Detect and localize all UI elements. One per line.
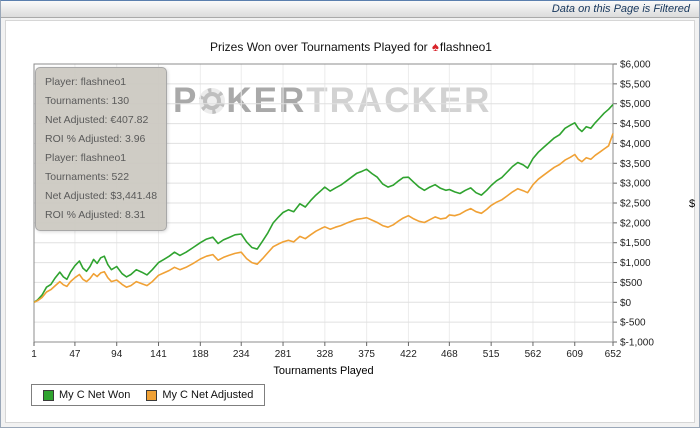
tooltip-row: Net Adjusted: $3,441.48 <box>45 190 158 202</box>
series-line-1 <box>33 133 614 304</box>
hover-tooltip: Player: flashneo1 Tournaments: 130 Net A… <box>35 67 168 231</box>
x-tick-label: 375 <box>358 349 375 360</box>
x-tick-label: 94 <box>111 349 123 360</box>
y-tick-label: $4,500 <box>620 119 651 130</box>
watermark-text-p: P <box>173 81 199 120</box>
y-tick-label: $1,000 <box>620 258 651 269</box>
plot-border <box>33 63 614 343</box>
poker-chip-center <box>207 96 218 106</box>
net-won-swatch-icon <box>43 389 54 401</box>
legend-item-net-adjusted: My C Net Adjusted <box>146 389 253 401</box>
y-tick-label: $-500 <box>620 318 646 329</box>
x-tick-label: 141 <box>150 349 167 360</box>
x-tick-label: 468 <box>441 349 458 360</box>
y-tick-label: $0 <box>620 298 632 309</box>
x-tick-label: 281 <box>275 349 292 360</box>
x-tick-label: 234 <box>233 349 250 360</box>
poker-chip-icon <box>199 88 226 114</box>
y-tick-label: $2,500 <box>620 199 651 210</box>
series-line-0 <box>33 103 614 303</box>
x-tick-label: 188 <box>192 349 209 360</box>
x-tick-label: 652 <box>605 349 622 360</box>
y-tick-label: $3,000 <box>620 179 651 190</box>
chart-title: Prizes Won over Tournaments Played for ♠… <box>1 39 699 54</box>
tooltip-row: ROI % Adjusted: 8.31 <box>45 209 146 221</box>
chart-title-player: flashneo1 <box>439 40 492 54</box>
y-tick-label: $3,500 <box>620 159 651 170</box>
legend-label-net-won: My C Net Won <box>59 389 131 401</box>
watermark-text-tracker: TRACKER <box>306 81 492 120</box>
y-tick-label: $4,000 <box>620 139 651 150</box>
tooltip-row: Tournaments: 130 <box>45 95 130 107</box>
y-tick-label: $-1,000 <box>620 338 654 349</box>
net-adjusted-swatch-icon <box>146 389 158 401</box>
tooltip-row: Net Adjusted: €407.82 <box>45 114 149 126</box>
y-tick-label: $5,000 <box>620 99 651 110</box>
filter-status-bar: Data on this Page is Filtered <box>1 1 699 18</box>
x-tick-label: 1 <box>31 349 37 360</box>
legend-item-net-won: My C Net Won <box>43 389 130 401</box>
x-tick-label: 515 <box>483 349 500 360</box>
legend: My C Net Won My C Net Adjusted <box>31 384 266 406</box>
tooltip-row: Player: flashneo1 <box>45 152 127 164</box>
tooltip-row: Tournaments: 522 <box>45 171 130 183</box>
y-tick-label: $2,000 <box>620 218 651 229</box>
y-tick-label: $1,500 <box>620 238 651 249</box>
watermark-text-ker: KER <box>226 81 307 120</box>
pokerstars-suit-icon: ♠ <box>432 39 439 54</box>
x-tick-label: 562 <box>525 349 542 360</box>
y-tick-label: $500 <box>620 278 643 289</box>
y-tick-label: $6,000 <box>620 60 651 71</box>
x-tick-label: 328 <box>316 349 333 360</box>
x-tick-label: 422 <box>400 349 417 360</box>
tooltip-row: ROI % Adjusted: 3.96 <box>45 133 146 145</box>
x-axis-title: Tournaments Played <box>273 365 373 377</box>
y-tick-label: $5,500 <box>620 79 651 90</box>
tooltip-row: Player: flashneo1 <box>45 76 127 88</box>
filter-notice: Data on this Page is Filtered <box>551 3 690 15</box>
y-axis-title: $ <box>689 198 695 210</box>
legend-label-net-adjusted: My C Net Adjusted <box>162 389 254 401</box>
x-tick-label: 47 <box>69 349 81 360</box>
chart-title-text: Prizes Won over Tournaments Played for <box>210 40 432 54</box>
pokertracker-watermark: P KERTRACKER <box>173 81 491 121</box>
x-tick-label: 609 <box>566 349 583 360</box>
